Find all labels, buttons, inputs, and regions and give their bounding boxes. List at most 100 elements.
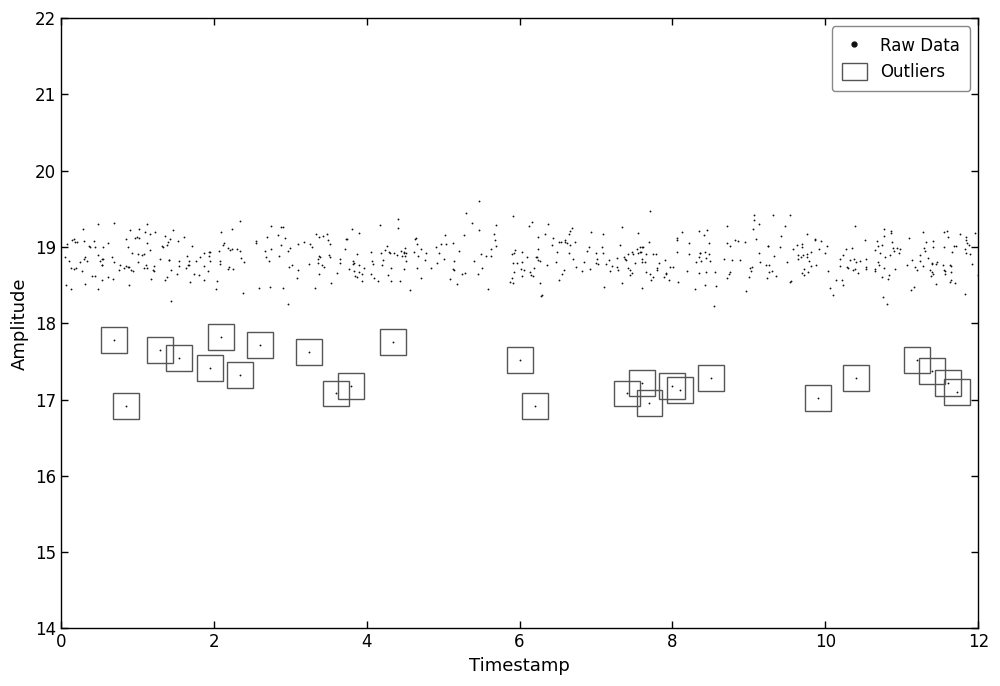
Point (351, 228, 367, 239)
Point (622, 269, 638, 280)
Point (349, 271, 365, 282)
Point (915, 227, 931, 238)
Point (480, 283, 496, 294)
Point (557, 237, 573, 248)
Point (130, 249, 146, 260)
Point (146, 261, 162, 272)
Point (379, 241, 395, 252)
Point (104, 252, 120, 263)
Point (957, 288, 973, 299)
Point (519, 252, 535, 263)
Bar (380, 329, 406, 355)
Point (311, 250, 327, 261)
Point (488, 220, 504, 231)
Point (106, 257, 122, 268)
Point (883, 225, 899, 236)
Point (124, 248, 140, 259)
Point (595, 248, 611, 259)
Point (924, 257, 940, 268)
Point (595, 229, 611, 240)
Point (616, 252, 632, 263)
Point (118, 233, 134, 244)
Point (743, 265, 759, 276)
Point (883, 228, 899, 239)
Point (664, 380, 680, 391)
Point (842, 255, 858, 265)
Point (923, 270, 939, 281)
Point (967, 227, 983, 238)
Point (290, 264, 306, 275)
Point (848, 372, 864, 383)
Point (66, 264, 82, 275)
Point (304, 241, 320, 252)
Point (248, 237, 264, 248)
Point (867, 265, 883, 276)
Point (139, 263, 155, 274)
Point (281, 261, 297, 272)
Point (944, 246, 960, 257)
Point (906, 282, 922, 293)
Point (882, 250, 898, 261)
Point (320, 235, 336, 246)
Point (383, 276, 399, 287)
Point (271, 251, 287, 262)
Point (601, 255, 617, 265)
Point (63, 263, 79, 274)
Point (398, 248, 414, 259)
Point (121, 261, 137, 272)
Point (708, 280, 724, 291)
Point (870, 257, 886, 268)
Point (143, 274, 159, 285)
Point (310, 257, 326, 268)
Point (574, 265, 590, 276)
Point (354, 269, 370, 280)
Point (929, 257, 945, 268)
Point (94, 274, 110, 285)
Point (163, 264, 179, 275)
Point (64, 235, 80, 246)
Point (943, 261, 959, 272)
Point (212, 256, 228, 267)
Point (799, 251, 815, 262)
Point (602, 266, 618, 277)
Point (764, 265, 780, 276)
Point (899, 259, 915, 270)
Point (76, 236, 92, 247)
Point (604, 260, 620, 271)
Point (505, 257, 521, 268)
Point (719, 221, 735, 232)
Point (514, 246, 530, 257)
Point (72, 256, 88, 267)
Point (940, 232, 956, 243)
Point (970, 270, 986, 281)
Point (233, 253, 249, 264)
Point (181, 259, 197, 270)
Point (925, 241, 941, 252)
Point (514, 257, 530, 268)
Point (289, 272, 305, 283)
Point (751, 218, 767, 229)
Point (445, 264, 461, 275)
Point (394, 250, 410, 261)
Point (820, 265, 836, 276)
Point (917, 246, 933, 257)
Point (308, 228, 324, 239)
Point (738, 285, 754, 296)
Point (961, 239, 977, 250)
Point (488, 241, 504, 252)
Point (397, 251, 413, 262)
Point (553, 237, 569, 248)
Point (937, 265, 953, 276)
Point (120, 241, 136, 252)
Point (722, 267, 738, 278)
Point (706, 300, 722, 311)
Point (466, 255, 482, 266)
Point (169, 268, 185, 279)
Point (380, 270, 396, 281)
Point (633, 246, 649, 257)
Point (651, 258, 667, 269)
Point (556, 264, 572, 275)
Point (314, 259, 330, 270)
Point (142, 228, 158, 239)
Point (658, 268, 674, 279)
